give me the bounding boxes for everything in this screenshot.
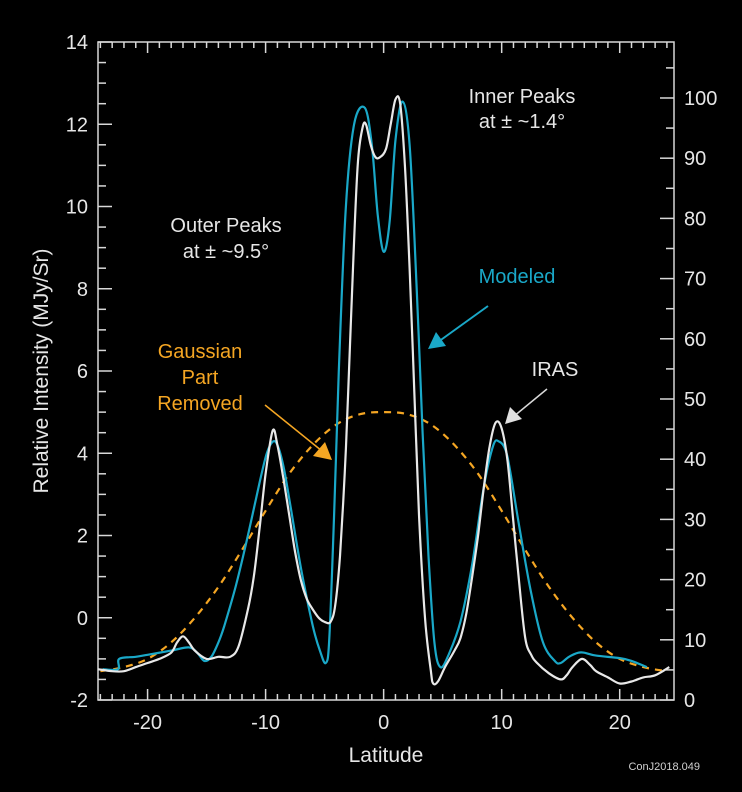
annotation-outer-peaks-line2: at ± ~9.5° — [183, 241, 269, 263]
annotation-inner-peaks-line1: Inner Peaks — [469, 86, 576, 108]
series-line-gaussian-part-removed — [100, 411, 668, 673]
y-tick-label: 2 — [77, 526, 88, 548]
y2-tick-label: 100 — [684, 88, 717, 110]
x-tick-label: 10 — [491, 712, 513, 734]
legend-gaussian-line3: Removed — [157, 393, 243, 415]
legend-gaussian-line1: Gaussian — [158, 341, 243, 363]
series-line-iras — [97, 95, 670, 686]
gaussian-arrow-head — [313, 442, 332, 460]
y2-tick-label: 80 — [684, 208, 706, 230]
annotation-inner-peaks-line2: at ± ~1.4° — [479, 111, 565, 133]
y-tick-label: 4 — [77, 443, 88, 465]
series-line-modeled — [102, 100, 648, 672]
y-tick-label: 0 — [77, 608, 88, 630]
y-tick-label: -2 — [70, 690, 88, 712]
y-axis-title: Relative Intensity (MJy/Sr) — [30, 248, 53, 493]
y-tick-label: 14 — [66, 32, 88, 54]
y2-tick-label: 30 — [684, 509, 706, 531]
x-axis-title: Latitude — [349, 744, 424, 767]
y2-tick-label: 40 — [684, 449, 706, 471]
y-tick-label: 10 — [66, 197, 88, 219]
axis-tick-labels: -20 -10 0 10 20-2024681012140102030405060708… — [66, 32, 718, 734]
axis-ticks — [98, 41, 674, 701]
y2-tick-label: 0 — [684, 690, 695, 712]
y-tick-label: 6 — [77, 361, 88, 383]
series-group — [97, 95, 670, 686]
y2-tick-label: 60 — [684, 329, 706, 351]
y2-tick-label: 20 — [684, 570, 706, 592]
legend-gaussian-line2: Part — [182, 367, 219, 389]
gaussian-arrow-line — [264, 404, 323, 452]
legend-iras-label: IRAS — [532, 359, 579, 381]
modeled-arrow-head — [428, 332, 446, 349]
modeled-arrow-line — [437, 305, 489, 343]
y2-tick-label: 10 — [684, 630, 706, 652]
iras-arrow-head — [505, 407, 522, 424]
x-tick-label: -20 — [133, 712, 162, 734]
annotation-outer-peaks-line1: Outer Peaks — [170, 215, 281, 237]
x-tick-label: -10 — [251, 712, 280, 734]
y-tick-label: 8 — [77, 279, 88, 301]
legend-modeled-label: Modeled — [479, 266, 556, 288]
y2-tick-label: 90 — [684, 148, 706, 170]
x-tick-label: 0 — [378, 712, 389, 734]
x-tick-label: 20 — [609, 712, 631, 734]
y2-tick-label: 50 — [684, 389, 706, 411]
credit-label: ConJ2018.049 — [628, 761, 700, 773]
iras-arrow-line — [512, 388, 548, 418]
y-tick-label: 12 — [66, 114, 88, 136]
y2-tick-label: 70 — [684, 269, 706, 291]
